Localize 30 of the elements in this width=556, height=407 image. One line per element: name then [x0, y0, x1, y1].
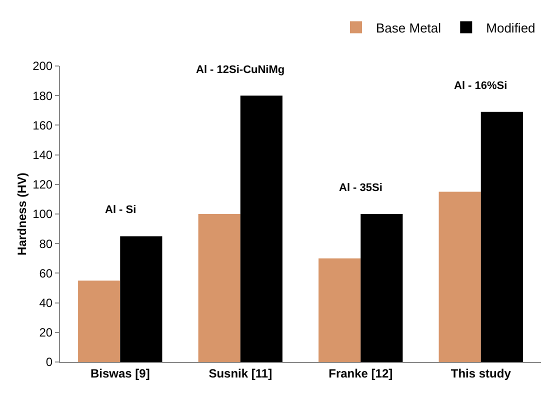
annotation: Al - Si — [105, 204, 136, 216]
y-tick-label: 160 — [32, 118, 53, 132]
y-tick-label: 180 — [32, 88, 53, 103]
y-tick-label: 40 — [39, 296, 53, 310]
y-tick-label: 60 — [39, 266, 53, 280]
y-tick-label: 0 — [46, 355, 53, 370]
bar — [78, 280, 120, 362]
annotation: Al - 12Si-CuNiMg — [196, 64, 285, 76]
x-tick-label: Susnik [11] — [208, 366, 272, 380]
y-tick-label: 80 — [39, 236, 53, 251]
bar — [438, 192, 481, 362]
x-tick-label: Franke [12] — [328, 366, 393, 380]
bar — [198, 214, 240, 362]
y-tick-label: 200 — [32, 59, 53, 74]
legend-label: Base Metal — [376, 20, 442, 36]
annotation: Al - 35Si — [339, 182, 382, 194]
y-tick-label: 120 — [32, 178, 53, 192]
x-tick-label: Biswas [9] — [90, 366, 150, 380]
x-tick-label: This study — [450, 366, 512, 380]
bar — [318, 258, 361, 362]
y-tick-label: 140 — [32, 148, 53, 162]
bar — [480, 112, 523, 362]
annotation: Al - 16%Si — [454, 80, 508, 92]
y-tick-label: 100 — [32, 207, 53, 222]
bar — [240, 96, 282, 362]
legend-label: Modified — [486, 20, 536, 36]
bar — [120, 236, 162, 362]
y-tick-label: 20 — [39, 326, 53, 340]
bar — [360, 214, 403, 362]
y-axis-title: Hardness (HV) — [15, 172, 29, 256]
